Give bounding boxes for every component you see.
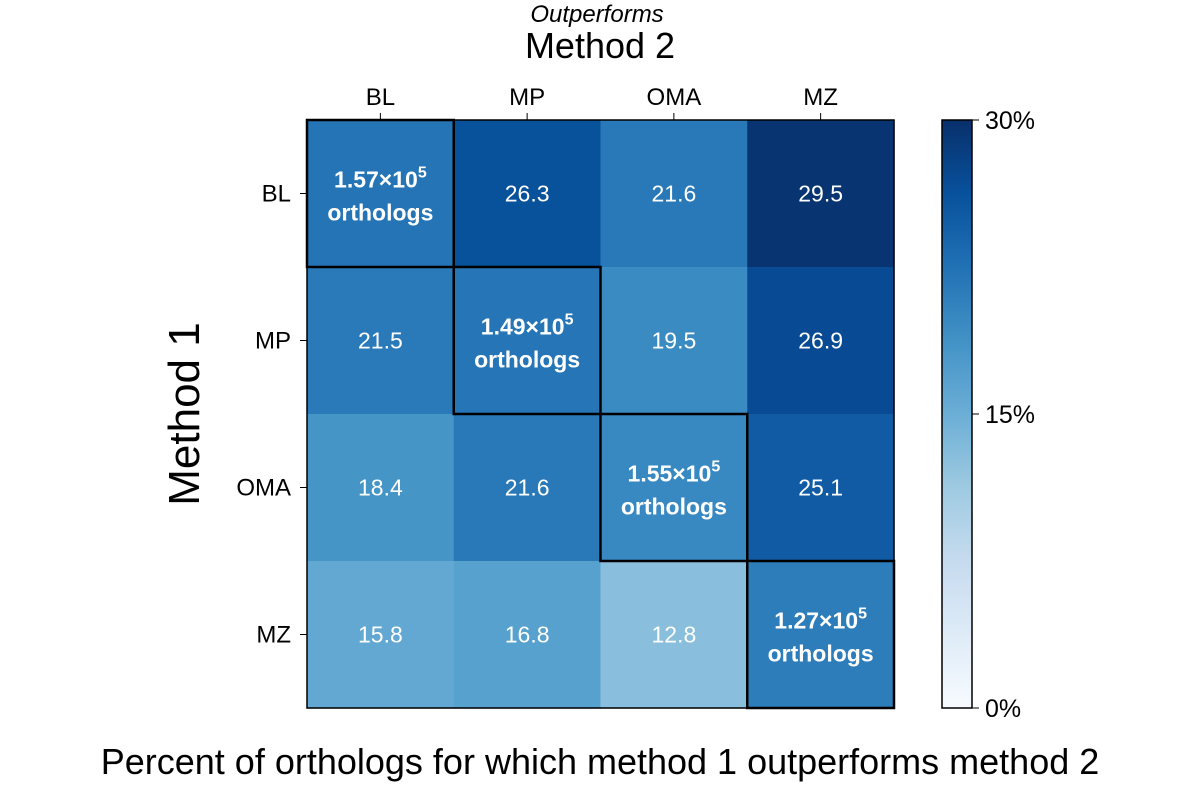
diagonal-count-exponent: 5 — [418, 165, 427, 182]
heatmap-cell — [307, 561, 455, 709]
heatmap-cell — [747, 414, 895, 562]
colorbar-tick-label: 30% — [985, 107, 1035, 135]
heatmap-cell-diagonal — [307, 120, 455, 268]
column-tick-label: OMA — [647, 84, 702, 111]
diagonal-count-label: 1.49×105 — [481, 312, 574, 340]
cell-value-label: 16.8 — [505, 622, 550, 648]
colorbar-tick-label: 0% — [985, 695, 1021, 723]
diagonal-unit-label: orthologs — [327, 200, 433, 226]
left-axis-title: Method 1 — [160, 322, 209, 505]
row-ticks: BL MP OMA MZ — [236, 181, 307, 649]
cell-value-label: 21.6 — [651, 181, 696, 207]
row-tick-label: OMA — [236, 475, 291, 502]
column-ticks: BL MP OMA MZ — [366, 84, 838, 120]
diagonal-cell-outline — [599, 412, 749, 563]
colorbar-ticks: 0% 15% 30% — [972, 107, 1035, 723]
cell-value-label: 18.4 — [358, 475, 403, 501]
row-tick-label: MP — [255, 328, 291, 355]
cell-value-label: 12.8 — [651, 622, 696, 648]
heatmap-cell — [747, 120, 895, 268]
colorbar-tick-label: 15% — [985, 401, 1035, 429]
figure-caption: Percent of orthologs for which method 1 … — [101, 741, 1100, 782]
heatmap-cell — [600, 120, 748, 268]
heatmap-cells — [307, 120, 895, 709]
row-tick-label: BL — [262, 181, 291, 208]
diagonal-count-times: ×10 — [819, 608, 858, 634]
heatmap-cell — [453, 120, 602, 268]
diagonal-count-mantissa: 1.57 — [334, 167, 379, 193]
cell-value-label: 26.3 — [505, 181, 550, 207]
diagonal-count-exponent: 5 — [711, 459, 720, 476]
diagonal-unit-label: orthologs — [768, 641, 874, 667]
diagonal-count-mantissa: 1.27 — [774, 608, 819, 634]
diagonal-count-mantissa: 1.55 — [628, 461, 673, 487]
top-annotation: Outperforms — [530, 1, 663, 28]
colorbar — [942, 120, 972, 708]
heatmap-cell — [600, 267, 748, 415]
diagonal-count-times: ×10 — [672, 461, 711, 487]
diagonal-count-mantissa: 1.49 — [481, 314, 526, 340]
column-tick-label: MP — [509, 84, 545, 111]
heatmap-cell-diagonal — [453, 267, 602, 415]
row-tick-label: MZ — [256, 622, 291, 649]
diagonal-count-label: 1.57×105 — [334, 165, 427, 193]
cell-value-label: 29.5 — [798, 181, 843, 207]
heatmap-cell-diagonal — [747, 561, 895, 709]
cell-value-label: 19.5 — [651, 328, 696, 354]
top-axis-title: Method 2 — [525, 25, 675, 66]
heatmap-cell — [600, 561, 748, 709]
heatmap-cell — [453, 414, 602, 562]
heatmap-cell — [747, 267, 895, 415]
plot-frame — [306, 119, 895, 709]
diagonal-cell-outline — [452, 265, 602, 416]
cell-value-label: 21.6 — [505, 475, 550, 501]
diagonal-count-label: 1.27×105 — [774, 606, 867, 634]
diagonal-count-times: ×10 — [379, 167, 418, 193]
diagonal-unit-label: orthologs — [621, 494, 727, 520]
column-tick-label: BL — [366, 84, 395, 111]
heatmap-cell-diagonal — [600, 414, 748, 562]
column-tick-label: MZ — [803, 84, 838, 111]
cell-value-label: 15.8 — [358, 622, 403, 648]
cell-value-label: 26.9 — [798, 328, 843, 354]
diagonal-count-exponent: 5 — [858, 606, 867, 623]
diagonal-count-times: ×10 — [526, 314, 565, 340]
cell-value-label: 25.1 — [798, 475, 843, 501]
diagonal-count-label: 1.55×105 — [628, 459, 721, 487]
heatmap-cell — [453, 561, 602, 709]
heatmap-cell — [307, 414, 455, 562]
heatmap-cell — [307, 267, 455, 415]
cell-value-label: 21.5 — [358, 328, 403, 354]
diagonal-unit-label: orthologs — [474, 347, 580, 373]
diagonal-count-exponent: 5 — [565, 312, 574, 329]
